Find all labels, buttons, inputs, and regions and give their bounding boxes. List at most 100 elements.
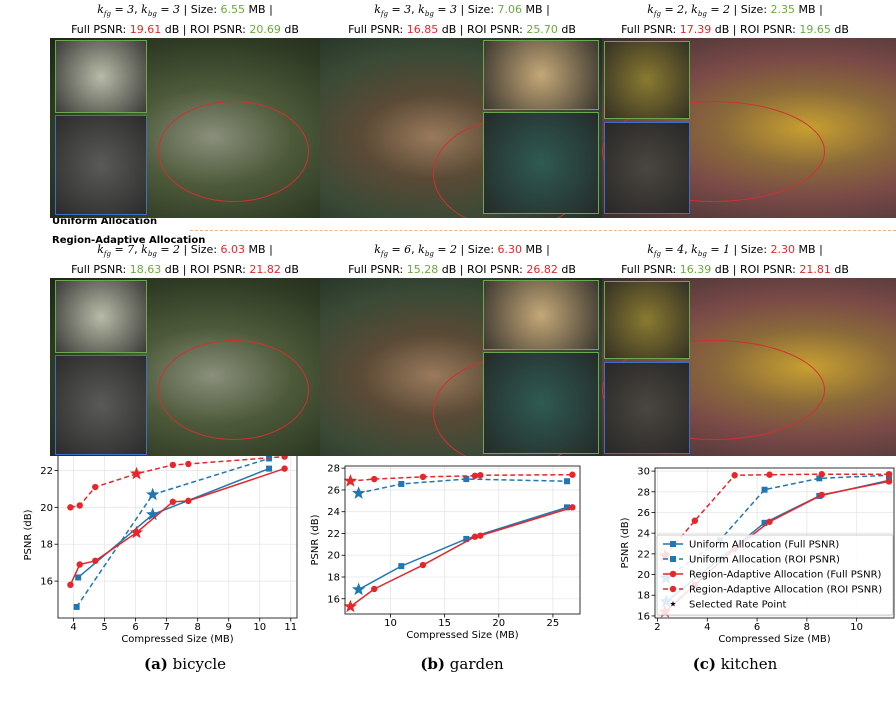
zoom-inset: [483, 112, 599, 214]
k-value: 1: [723, 243, 730, 256]
legend-label: Region-Adaptive Allocation (Full PSNR): [689, 570, 882, 581]
panel-header: kfg = 3, kbg = 3 | Size: 6.55 MB |Full P…: [35, 2, 335, 37]
image-panel: [50, 38, 320, 218]
size-value: 2.30: [771, 243, 796, 256]
k-label: kfg = 3: [97, 3, 134, 16]
marker: [569, 472, 575, 478]
marker: [886, 471, 892, 477]
caption-tag: (c): [693, 655, 716, 673]
caption-text: bicycle: [173, 655, 226, 673]
k-label: kbg = 3: [141, 3, 180, 16]
unit: dB: [834, 23, 849, 36]
size-label: | Size:: [461, 3, 495, 16]
image-panel: [320, 278, 602, 456]
y-axis-label: PSNR (dB): [23, 509, 34, 560]
marker: [731, 472, 737, 478]
k-symbol: k: [647, 243, 654, 256]
k-symbol: k: [374, 243, 381, 256]
k-value: 2: [723, 3, 730, 16]
legend-marker: [670, 541, 676, 547]
k-symbol: k: [691, 243, 698, 256]
comma: ,: [134, 243, 138, 256]
k-value: 2: [173, 243, 180, 256]
caption-text: garden: [450, 655, 504, 673]
equals: =: [664, 243, 673, 256]
legend-label: Uniform Allocation (Full PSNR): [689, 540, 839, 551]
marker: [371, 476, 377, 482]
k-subscript: fg: [381, 250, 388, 258]
selected-star: [146, 488, 159, 501]
marker: [420, 562, 426, 568]
k-symbol: k: [418, 243, 425, 256]
marker: [185, 498, 191, 504]
marker: [170, 462, 176, 468]
series-line: [70, 457, 284, 508]
marker: [281, 465, 287, 471]
k-subscript: bg: [425, 10, 434, 18]
image-panel: [50, 278, 320, 456]
caption-text: kitchen: [721, 655, 778, 673]
marker: [92, 558, 98, 564]
selected-star: [352, 583, 365, 596]
marker: [762, 487, 768, 493]
equals: =: [710, 243, 719, 256]
y-axis-label: PSNR (dB): [620, 517, 631, 568]
roi-outline: [158, 101, 309, 202]
x-tick-label: 4: [70, 622, 76, 633]
size-unit: MB |: [249, 3, 273, 16]
series-line: [78, 469, 269, 578]
marker: [67, 582, 73, 588]
image-panel: [602, 38, 896, 218]
selected-star: [352, 486, 365, 499]
k-subscript: bg: [148, 10, 157, 18]
header-line: kfg = 3, kbg = 3 | Size: 6.55 MB |: [35, 2, 335, 22]
comma: ,: [684, 3, 688, 16]
equals: =: [160, 3, 169, 16]
k-label: kfg = 4: [647, 243, 684, 256]
size-value: 6.55: [221, 3, 246, 16]
marker: [420, 474, 426, 480]
k-value: 3: [450, 3, 457, 16]
k-symbol: k: [374, 3, 381, 16]
roi-outline: [158, 340, 309, 440]
marker: [472, 534, 478, 540]
roi-value: 21.81: [799, 263, 831, 276]
y-tick-label: 22: [40, 466, 53, 477]
marker: [185, 461, 191, 467]
marker: [170, 499, 176, 505]
full-label: Full PSNR:: [71, 263, 126, 276]
y-tick-label: 20: [40, 503, 53, 514]
k-symbol: k: [418, 3, 425, 16]
zoom-inset: [483, 352, 599, 454]
k-label: kfg = 2: [647, 3, 684, 16]
equals: =: [710, 3, 719, 16]
marker: [398, 563, 404, 569]
zoom-inset: [55, 280, 147, 353]
header-line: kfg = 6, kbg = 2 | Size: 6.30 MB |: [312, 242, 612, 262]
k-symbol: k: [97, 243, 104, 256]
panel-header: kfg = 3, kbg = 3 | Size: 7.06 MB |Full P…: [312, 2, 612, 37]
size-unit: MB |: [526, 3, 550, 16]
unit: dB: [284, 23, 299, 36]
full-label: Full PSNR:: [348, 23, 403, 36]
equals: =: [391, 3, 400, 16]
header-line: kfg = 2, kbg = 2 | Size: 2.35 MB |: [585, 2, 885, 22]
y-tick-label: 16: [637, 611, 650, 622]
x-tick-label: 5: [101, 622, 107, 633]
k-label: kbg = 1: [691, 243, 730, 256]
marker: [569, 504, 575, 510]
unit: dB: [561, 263, 576, 276]
y-tick-label: 24: [327, 507, 340, 518]
x-tick-label: 7: [163, 622, 169, 633]
x-tick-label: 6: [132, 622, 138, 633]
size-unit: MB |: [799, 243, 823, 256]
full-label: Full PSNR:: [621, 263, 676, 276]
header-line: Full PSNR: 17.39 dB | ROI PSNR: 19.65 dB: [585, 22, 885, 37]
size-value: 2.35: [771, 3, 796, 16]
x-tick-label: 10: [253, 622, 266, 633]
caption: (c) kitchen: [635, 655, 835, 673]
header-line: Full PSNR: 16.85 dB | ROI PSNR: 25.70 dB: [312, 22, 612, 37]
marker: [371, 586, 377, 592]
caption: (a) bicycle: [85, 655, 285, 673]
roi-value: 26.82: [526, 263, 558, 276]
